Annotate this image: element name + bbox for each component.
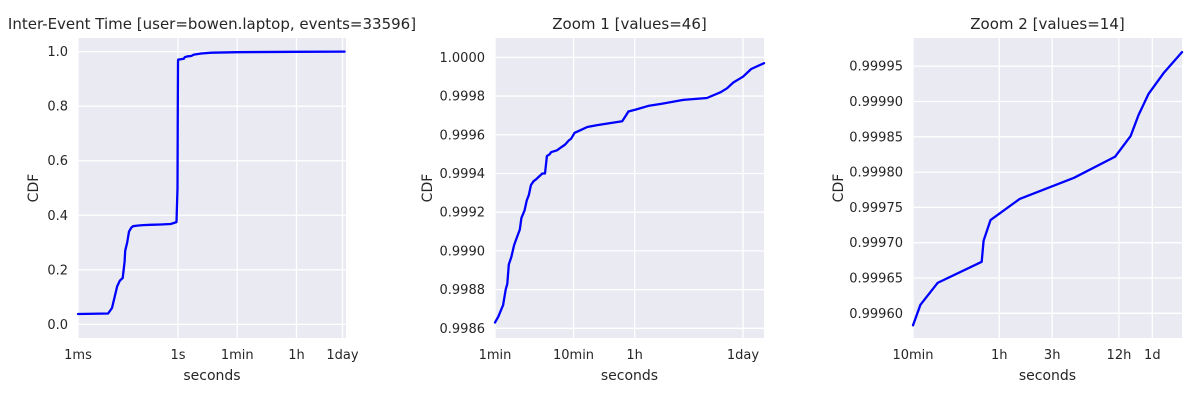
chart-title: Zoom 2 [values=14]: [970, 15, 1124, 33]
x-tick-label: 10min: [553, 348, 594, 363]
y-tick-label: 0.99980: [849, 166, 903, 181]
y-tick-label: 0.9988: [440, 283, 486, 298]
y-tick-label: 1.0: [47, 45, 68, 60]
plot-area: [78, 38, 346, 338]
y-tick-label: 0.9990: [440, 244, 486, 259]
chart-panel-3: 10min 1h 3h 12h 1d 0.99960 0.99965 0.99970 0.999…: [831, 15, 1184, 384]
series-line-1: [493, 62, 766, 324]
x-axis-label: seconds: [1019, 368, 1076, 384]
y-tick-label: 0.99960: [849, 307, 903, 322]
x-tick-label: 1ms: [64, 348, 92, 363]
y-tick-label: 0.99965: [849, 272, 903, 287]
x-tick-label: 1h: [626, 348, 643, 363]
y-tick-label: 0.0: [47, 318, 68, 333]
y-tick-label: 0.99975: [849, 201, 903, 216]
y-tick-label: 0.9992: [440, 206, 486, 221]
x-tick-label: 10min: [892, 348, 933, 363]
x-axis-label: seconds: [183, 368, 240, 384]
x-tick-label: 1min: [479, 348, 512, 363]
plot-area: [495, 38, 764, 338]
y-tick-label: 0.99970: [849, 236, 903, 251]
x-axis-label: seconds: [601, 368, 658, 384]
series-line-1: [911, 50, 1184, 327]
chart-title: Inter-Event Time [user=bowen.laptop, eve…: [8, 15, 416, 33]
x-tick-label: 1s: [170, 348, 185, 363]
y-tick-label: 0.2: [47, 263, 68, 278]
y-axis-label: CDF: [26, 174, 42, 203]
chart-panel-2: 1min 10min 1h 1day 0.9986 0.9988 0.9990 0.9992 0…: [420, 15, 766, 384]
y-tick-label: 0.99985: [849, 130, 903, 145]
y-tick-label: 0.9986: [440, 322, 486, 337]
chart-title: Zoom 1 [values=46]: [552, 15, 706, 33]
x-tick-label: 1h: [288, 348, 305, 363]
y-tick-label: 0.8: [47, 100, 68, 115]
x-tick-label: 12h: [1107, 348, 1132, 363]
x-tick-label: 1min: [221, 348, 254, 363]
x-tick-label: 1h: [991, 348, 1008, 363]
y-tick-label: 0.9994: [440, 167, 486, 182]
y-tick-label: 0.99990: [849, 95, 903, 110]
y-tick-label: 0.9996: [440, 128, 486, 143]
series-line-1: [76, 50, 346, 316]
y-tick-label: 0.99995: [849, 60, 903, 75]
grid: [494, 38, 764, 338]
y-tick-label: 0.6: [47, 154, 68, 169]
grid: [912, 38, 1182, 338]
x-tick-label: 1day: [727, 348, 759, 363]
y-tick-label: 1.0000: [440, 51, 486, 66]
y-tick-label: 0.9998: [440, 90, 486, 105]
x-tick-label: 1day: [326, 348, 358, 363]
x-tick-label: 3h: [1044, 348, 1061, 363]
y-tick-label: 0.4: [47, 209, 68, 224]
x-tick-label: 1d: [1144, 348, 1161, 363]
y-axis-label: CDF: [420, 174, 436, 203]
chart-panel-1: 1ms 1s 1min 1h 1day 0.0 0.2 0.4 0.6 0.8 1.0 Inter-E…: [8, 15, 416, 384]
y-axis-label: CDF: [831, 174, 847, 203]
